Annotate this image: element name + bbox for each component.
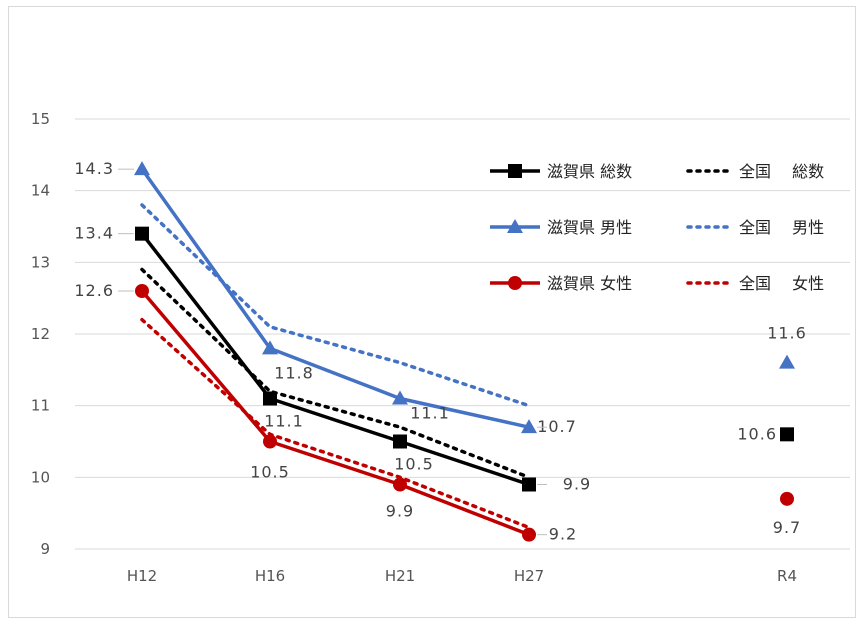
series-line-national-2: [140, 317, 531, 530]
y-tick-label: 12: [31, 325, 50, 343]
data-label: 14.3: [74, 159, 114, 178]
data-point: [779, 354, 795, 369]
data-label: 9.9: [386, 502, 414, 521]
data-point: [263, 391, 277, 406]
y-tick-label: 13: [31, 253, 50, 271]
data-label: 13.4: [74, 224, 114, 243]
data-point: [134, 161, 150, 176]
data-label: 10.5: [250, 463, 290, 482]
data-point: [262, 340, 278, 355]
gridlines: [75, 118, 850, 550]
data-label: 9.9: [563, 475, 591, 494]
data-point: [393, 434, 407, 449]
y-tick-label: 11: [31, 397, 50, 415]
data-point: [392, 390, 408, 405]
y-axis-ticks: 9 10 11 12 13 14 15: [31, 110, 50, 558]
data-point: [780, 427, 794, 442]
x-axis-ticks: H12 H16 H21 H27 R4: [127, 567, 797, 585]
y-tick-label: 10: [31, 468, 50, 486]
data-label: 9.7: [773, 518, 801, 537]
data-label: 11.1: [410, 404, 450, 423]
series-line-shiga-2: [140, 289, 530, 537]
legend-marker: [508, 164, 522, 178]
data-point: [522, 477, 536, 492]
data-label: 11.1: [264, 412, 304, 431]
series-lines: [140, 168, 531, 537]
legend-marker: [507, 219, 523, 233]
data-labels: 13.4 11.1 10.5 9.9 10.6 14.3 11.8 11.1 10.7 11.6 1…: [74, 159, 807, 544]
x-tick-label: R4: [777, 567, 797, 585]
data-label: 10.5: [394, 455, 434, 474]
data-point: [135, 226, 149, 241]
x-tick-label: H27: [514, 567, 544, 585]
data-point: [521, 419, 537, 434]
legend-label: 全国 男性: [739, 218, 824, 237]
data-label: 11.6: [767, 324, 807, 343]
series-line-shiga-0: [140, 232, 530, 487]
data-label: 9.2: [549, 525, 577, 544]
data-point: [780, 491, 794, 506]
x-tick-label: H16: [255, 567, 285, 585]
x-tick-label: H12: [127, 567, 157, 585]
y-tick-label: 15: [31, 110, 50, 128]
series-line-shiga-1: [140, 168, 530, 429]
y-tick-label: 9: [40, 540, 50, 558]
y-tick-label: 14: [31, 182, 50, 200]
series-line-national-1: [140, 203, 531, 408]
series-markers: [134, 161, 795, 542]
legend-marker: [508, 276, 522, 290]
legend-label: 滋賀県 男性: [547, 218, 632, 237]
legend-label: 滋賀県 総数: [547, 162, 632, 181]
legend-label: 全国 女性: [739, 274, 824, 293]
data-label: 10.7: [537, 417, 577, 436]
data-label: 12.6: [74, 281, 114, 300]
data-point: [263, 434, 277, 449]
data-point: [135, 284, 149, 298]
legend-label: 滋賀県 女性: [547, 274, 632, 293]
series-line-national-0: [140, 267, 531, 480]
data-label: 11.8: [274, 363, 314, 382]
data-point: [522, 527, 536, 542]
x-tick-label: H21: [385, 567, 415, 585]
data-label: 10.6: [737, 424, 777, 443]
data-point: [393, 477, 407, 492]
chart-frame: [8, 6, 856, 618]
legend-label: 全国 総数: [739, 162, 824, 181]
